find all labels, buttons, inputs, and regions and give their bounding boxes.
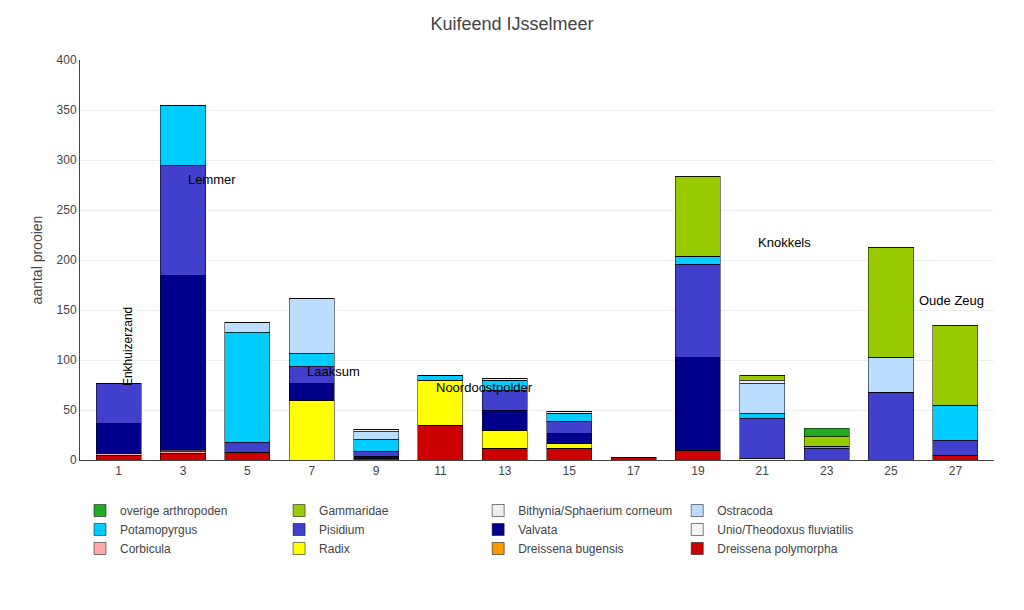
svg-text:Pisidium: Pisidium bbox=[319, 523, 364, 537]
svg-text:13: 13 bbox=[498, 464, 512, 478]
svg-text:250: 250 bbox=[57, 203, 77, 217]
svg-text:3: 3 bbox=[180, 464, 187, 478]
svg-text:0: 0 bbox=[70, 453, 77, 467]
svg-text:7: 7 bbox=[308, 464, 315, 478]
svg-text:Potamopyrgus: Potamopyrgus bbox=[120, 523, 197, 537]
svg-text:Corbicula: Corbicula bbox=[120, 542, 171, 556]
svg-text:Radix: Radix bbox=[319, 542, 350, 556]
svg-text:200: 200 bbox=[57, 253, 77, 267]
svg-text:400: 400 bbox=[57, 53, 77, 67]
svg-text:25: 25 bbox=[884, 464, 898, 478]
svg-text:19: 19 bbox=[691, 464, 705, 478]
svg-text:Knokkels: Knokkels bbox=[758, 235, 811, 250]
svg-text:Laaksum: Laaksum bbox=[307, 364, 360, 379]
svg-text:50: 50 bbox=[63, 403, 77, 417]
svg-text:21: 21 bbox=[756, 464, 770, 478]
svg-text:Oude Zeug: Oude Zeug bbox=[919, 293, 984, 308]
svg-text:Ostracoda: Ostracoda bbox=[717, 504, 773, 518]
svg-text:11: 11 bbox=[434, 464, 447, 478]
svg-text:5: 5 bbox=[244, 464, 251, 478]
svg-text:aantal prooien: aantal prooien bbox=[29, 216, 45, 305]
svg-text:Gammaridae: Gammaridae bbox=[319, 504, 389, 518]
svg-text:Lemmer: Lemmer bbox=[188, 172, 236, 187]
svg-text:1: 1 bbox=[115, 464, 122, 478]
svg-text:150: 150 bbox=[57, 303, 77, 317]
svg-text:Enkhuizerzand: Enkhuizerzand bbox=[121, 307, 135, 386]
svg-text:Valvata: Valvata bbox=[518, 523, 557, 537]
svg-text:Bithynia/Sphaerium corneum: Bithynia/Sphaerium corneum bbox=[518, 504, 672, 518]
svg-text:9: 9 bbox=[373, 464, 380, 478]
svg-text:Dreissena bugensis: Dreissena bugensis bbox=[518, 542, 623, 556]
svg-text:27: 27 bbox=[949, 464, 963, 478]
svg-text:15: 15 bbox=[563, 464, 577, 478]
svg-text:Dreissena polymorpha: Dreissena polymorpha bbox=[717, 542, 837, 556]
svg-text:overige arthropoden: overige arthropoden bbox=[120, 504, 227, 518]
svg-text:100: 100 bbox=[57, 353, 77, 367]
svg-text:350: 350 bbox=[57, 103, 77, 117]
svg-text:Noordoostpolder: Noordoostpolder bbox=[436, 380, 533, 395]
svg-text:Kuifeend IJsselmeer: Kuifeend IJsselmeer bbox=[430, 14, 593, 34]
svg-text:23: 23 bbox=[820, 464, 834, 478]
svg-text:Unio/Theodoxus fluviatilis: Unio/Theodoxus fluviatilis bbox=[717, 523, 853, 537]
svg-text:300: 300 bbox=[57, 153, 77, 167]
svg-text:17: 17 bbox=[627, 464, 641, 478]
